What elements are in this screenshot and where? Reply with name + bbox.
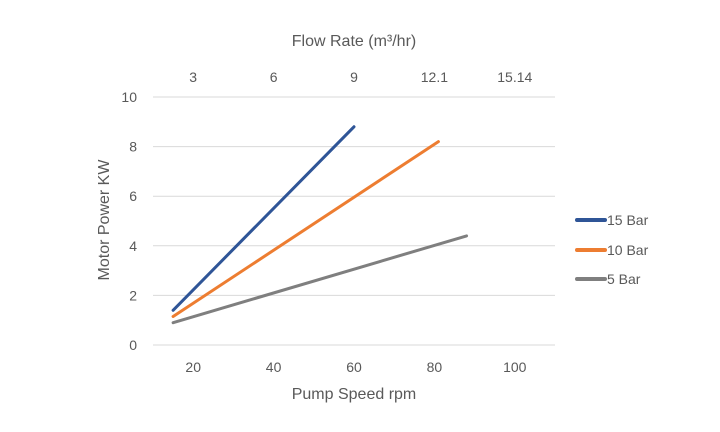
x-tick-label: 40 [266, 359, 282, 375]
x-top-tick-label: 15.14 [497, 69, 532, 85]
x-tick-label: 20 [185, 359, 201, 375]
y-tick-label: 0 [129, 337, 137, 353]
y-tick-label: 2 [129, 287, 137, 303]
y-tick-label: 8 [129, 139, 137, 155]
x-tick-label: 80 [427, 359, 443, 375]
legend-label: 15 Bar [607, 212, 649, 228]
y-tick-label: 4 [129, 238, 137, 254]
series-line-5-bar [171, 234, 469, 325]
y-tick-label: 10 [121, 89, 137, 105]
legend-label: 10 Bar [607, 242, 649, 258]
x-axis-title: Pump Speed rpm [292, 386, 417, 403]
x-tick-label: 60 [346, 359, 362, 375]
x-top-tick-label: 3 [189, 69, 197, 85]
y-tick-label: 6 [129, 188, 137, 204]
x-tick-label: 100 [503, 359, 527, 375]
legend-label: 5 Bar [607, 271, 641, 287]
series-lines [171, 125, 469, 325]
x-top-axis-title: Flow Rate (m³/hr) [292, 33, 416, 50]
axis-labels: Flow Rate (m³/hr) Pump Speed rpm Motor P… [96, 33, 416, 403]
x-top-tick-label: 12.1 [421, 69, 448, 85]
x-top-tick-label: 6 [270, 69, 278, 85]
axes: 0 2 4 6 8 10 20 40 60 80 100 3 6 9 12.1 15.14 [121, 69, 555, 375]
series-line-15-bar [171, 125, 356, 312]
x-top-tick-label: 9 [350, 69, 358, 85]
series-line-10-bar [171, 140, 440, 318]
legend: 15 Bar 10 Bar 5 Bar [575, 212, 649, 287]
y-axis-title: Motor Power KW [96, 159, 113, 281]
